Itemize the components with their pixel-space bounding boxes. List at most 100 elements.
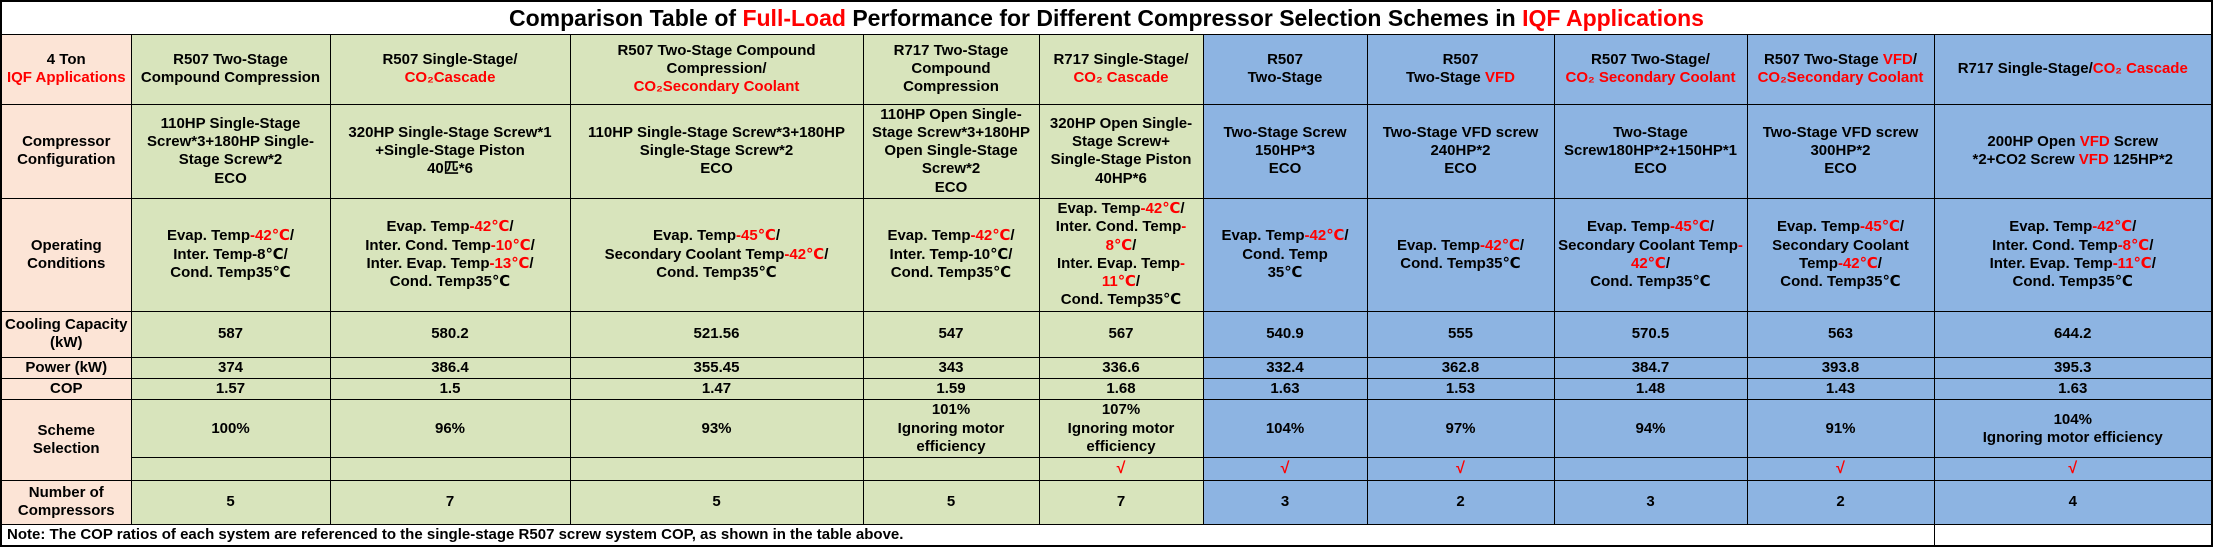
power-value-text: 384.7: [1631, 358, 1670, 376]
red-check-mark: √: [1456, 460, 1465, 478]
application-tonnage-label: 4 Ton: [46, 50, 86, 68]
selection-text: 104%: [1265, 419, 1305, 437]
text-segment: R507 Two-Stage: [1763, 50, 1883, 68]
text-segment: Evap. Temp: [1586, 218, 1671, 236]
text-segment: R717 Single-Stage/: [1053, 50, 1189, 68]
text-segment: *2+CO2 Screw: [1972, 151, 2079, 169]
power-value: 374: [130, 356, 331, 380]
scheme-selected-check-cell: [569, 457, 864, 481]
power-value: 332.4: [1202, 356, 1368, 380]
power-value: 395.3: [1933, 356, 2213, 380]
scheme-header-cell: R507 Two-Stage/CO₂ Secondary Coolant: [1553, 33, 1748, 105]
power-value-text: 386.4: [431, 358, 469, 376]
text-segment: -42℃: [2092, 218, 2133, 236]
cooling-capacity-value-text: 521.56: [693, 325, 740, 343]
cop-value-text: 1.53: [1445, 380, 1476, 398]
text-segment: 110HP Open Single-Stage Screw*3+180HP Op…: [871, 105, 1030, 178]
text-segment: /: [509, 218, 514, 236]
footnote: Note: The COP ratios of each system are …: [0, 523, 1935, 547]
scheme-header-cell: R507 Two-Stage VFD/CO₂Secondary Coolant: [1746, 33, 1935, 105]
text-segment: /: [529, 254, 534, 272]
text-segment: -8℃: [2117, 236, 2150, 254]
text-segment: Inter. Evap. Temp: [1056, 254, 1181, 272]
text-segment: ECO: [214, 169, 247, 187]
text-segment: Screw180HP*2+150HP*1 ECO: [1563, 142, 1738, 178]
scheme-header-cell: R507 Two-Stage: [1202, 33, 1368, 105]
text-segment: Evap. Temp: [652, 227, 737, 245]
text-segment: -42℃: [250, 227, 290, 245]
compressor-count-cell-text: 5: [946, 493, 956, 511]
text-segment: VFD: [2079, 132, 2110, 150]
compressor-count-cell: 2: [1366, 479, 1555, 525]
cooling-capacity-value-text: 540.9: [1266, 325, 1304, 343]
text-segment: /: [1709, 218, 1715, 236]
text-segment: Evap. Temp: [166, 227, 251, 245]
compressor-count-cell-text: 2: [1456, 493, 1465, 511]
operating-conditions-cell: Evap. Temp-42℃/Inter. Temp-8℃/Cond. Temp…: [130, 197, 331, 312]
text-segment: Single-Stage Piston: [1050, 151, 1192, 169]
text-segment: 240HP*2: [1430, 142, 1491, 160]
cop-value: 1.63: [1933, 378, 2213, 401]
title-text: Performance for Different Compressor Sel…: [845, 4, 1523, 31]
text-segment: 200HP Open: [1987, 132, 2080, 150]
text-segment: Inter. Evap. Temp: [366, 254, 490, 272]
selection-text: 101%: [931, 401, 971, 419]
cooling-capacity-value: 567: [1038, 310, 1204, 358]
text-segment: R507 Two-Stage Compound Compression: [140, 50, 321, 86]
footnote-empty-cell: [1933, 523, 2213, 547]
power-value: 355.45: [569, 356, 864, 380]
compressor-count-cell: 7: [1038, 479, 1204, 525]
cooling-capacity-value-text: 563: [1827, 325, 1854, 343]
text-segment: CO₂Cascade: [404, 69, 496, 86]
scheme-selection-percent-cell: 107% Ignoring motor efficiency: [1038, 399, 1204, 459]
text-segment: Cond. Temp35℃: [1780, 273, 1901, 291]
text-segment: VFD: [1484, 69, 1515, 86]
compressor-count-cell: 3: [1202, 479, 1368, 525]
text-segment: /: [1344, 227, 1349, 245]
application-name-label: IQF Applications: [6, 69, 126, 86]
text-segment: 300HP*2: [1810, 142, 1871, 160]
text-segment: Inter. Cond. Temp: [1992, 236, 2118, 254]
text-segment: Evap. Temp: [1776, 218, 1861, 236]
power-value: 343: [862, 356, 1040, 380]
text-segment: Cond. Temp35℃: [2012, 273, 2133, 291]
operating-conditions-cell: Evap. Temp-45℃/Secondary Coolant Temp-42…: [1553, 197, 1748, 312]
cop-value-text: 1.48: [1635, 380, 1666, 398]
compressor-config-cell: 110HP Open Single-Stage Screw*3+180HP Op…: [862, 103, 1040, 199]
row-label-compressor-configuration: Compressor Configuration: [0, 103, 132, 199]
text-segment: /: [2151, 254, 2156, 272]
text-segment: Evap. Temp: [1057, 199, 1141, 217]
power-value-text: 362.8: [1441, 358, 1480, 376]
selection-text: 107%: [1101, 401, 1141, 419]
text-segment: /: [1665, 254, 1671, 272]
cooling-capacity-value: 540.9: [1202, 310, 1368, 358]
scheme-header-cell: R507 Single-Stage/CO₂Cascade: [329, 33, 571, 105]
selection-text: 91%: [1825, 419, 1856, 437]
title-text: Comparison Table of: [509, 4, 743, 31]
cooling-capacity-value-text: 644.2: [2053, 325, 2092, 343]
text-segment: -42℃: [1140, 199, 1181, 217]
compressor-count-cell: 4: [1933, 479, 2213, 525]
cop-value-text: 1.59: [936, 380, 966, 398]
compressor-config-cell: 110HP Single-Stage Screw*3+180HP Single-…: [130, 103, 331, 199]
scheme-selection-percent-cell: 94%: [1553, 399, 1748, 459]
compressor-count-cell-text: 2: [1836, 493, 1845, 511]
cooling-capacity-value-text: 547: [938, 325, 964, 343]
title-highlight-full-load: Full-Load: [742, 4, 846, 31]
scheme-header-cell: R717 Two-Stage Compound Compression: [862, 33, 1040, 105]
power-value: 384.7: [1553, 356, 1748, 380]
scheme-selected-check-cell: √: [1746, 457, 1935, 481]
text-segment: -10℃: [490, 236, 531, 254]
text-segment: Evap. Temp: [386, 218, 470, 236]
selection-text: Ignoring motor efficiency: [1982, 428, 2163, 446]
text-segment: 110HP Single-Stage Screw*3+180HP Single-…: [588, 123, 845, 160]
scheme-selection-percent-cell: 101% Ignoring motor efficiency: [862, 399, 1040, 459]
row-label-cooling-capacity: Cooling Capacity (kW): [0, 310, 132, 358]
compressor-config-cell: Two-Stage VFD screw 240HP*2 ECO: [1366, 103, 1555, 199]
selection-text: 100%: [211, 419, 250, 437]
scheme-selected-check-cell: [130, 457, 331, 481]
text-segment: Two-Stage Screw: [1223, 123, 1347, 141]
scheme-selected-check-cell: √: [1366, 457, 1555, 481]
scheme-header-cell: R507 Two-Stage Compound Compression/CO₂S…: [569, 33, 864, 105]
